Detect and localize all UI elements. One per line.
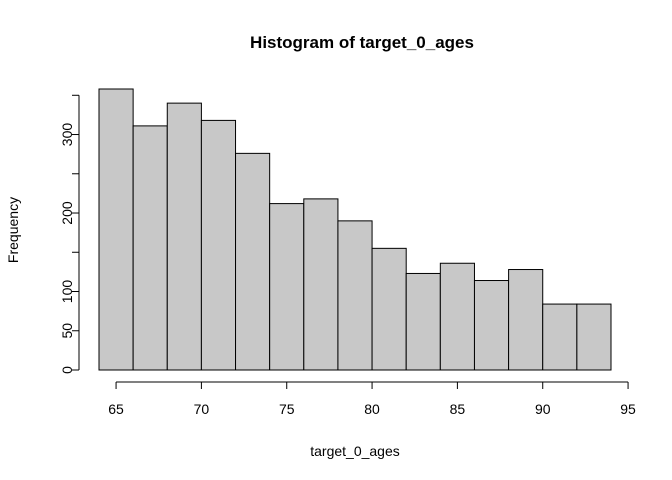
x-tick-label-90: 90 (535, 401, 551, 417)
histogram-bars (98, 88, 612, 371)
chart-title: Histogram of target_0_ages (250, 33, 474, 52)
y-tick-label-50: 50 (59, 323, 75, 339)
histogram-bar-11 (439, 262, 475, 371)
x-tick-label-75: 75 (279, 401, 295, 417)
y-tick-label-100: 100 (59, 280, 75, 304)
y-tick-label-0: 0 (59, 366, 75, 374)
x-tick-label-95: 95 (620, 401, 636, 417)
x-tick-label-80: 80 (364, 401, 380, 417)
y-axis: 0 50 100 200 300 (59, 94, 80, 374)
histogram-bar-6 (269, 203, 305, 371)
histogram-bar-5 (235, 152, 271, 371)
histogram-bar-9 (371, 247, 407, 371)
x-tick-label-85: 85 (450, 401, 466, 417)
histogram-bar-7 (303, 198, 339, 371)
x-axis-label: target_0_ages (310, 443, 400, 459)
y-axis-label: Frequency (5, 197, 21, 263)
histogram-bar-2 (132, 125, 168, 371)
histogram-bar-12 (473, 280, 510, 371)
histogram-bar-13 (508, 269, 544, 371)
y-tick-label-300: 300 (59, 123, 75, 147)
histogram-bar-14 (542, 303, 578, 371)
x-tick-label-65: 65 (108, 401, 124, 417)
histogram-bar-10 (405, 272, 441, 371)
histogram-bar-1 (98, 88, 134, 371)
y-tick-label-200: 200 (59, 201, 75, 225)
histogram-bar-15 (576, 303, 612, 371)
x-axis: 65 70 75 80 85 90 95 (108, 381, 636, 417)
x-tick-label-70: 70 (194, 401, 210, 417)
histogram-bar-3 (166, 102, 202, 371)
histogram-bar-4 (200, 119, 237, 371)
histogram-bar-8 (337, 220, 373, 371)
